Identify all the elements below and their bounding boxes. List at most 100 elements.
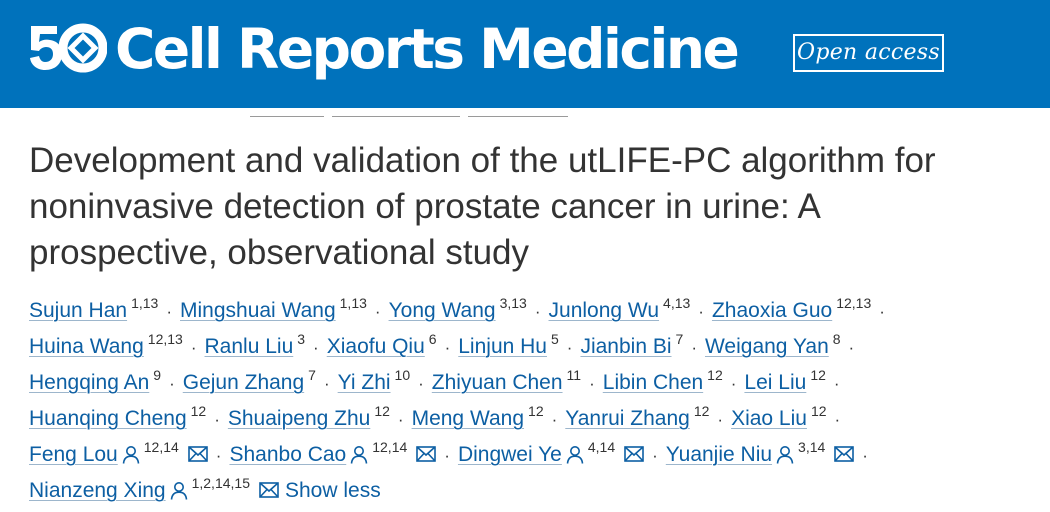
affiliation-superscript[interactable]: 4,14: [587, 439, 616, 455]
journal-title[interactable]: Cell Reports Medicine: [115, 17, 740, 81]
affiliation-superscript[interactable]: 12: [528, 403, 544, 419]
author-link[interactable]: Nianzeng Xing: [29, 479, 166, 502]
author-link[interactable]: Shuaipeng Zhu: [227, 407, 371, 430]
email-icon[interactable]: [416, 438, 437, 462]
corresponding-author-icon: [170, 476, 188, 500]
author-separator: ·: [589, 374, 595, 393]
author-link[interactable]: Huanqing Cheng: [29, 407, 187, 430]
author-separator: ·: [323, 374, 330, 393]
email-icon[interactable]: [259, 474, 279, 498]
author-line: Feng Lou 12,14 · Shanbo Cao 12,14 · Dingwei Ye…: [29, 429, 1044, 466]
affiliation-superscript[interactable]: 11: [566, 367, 582, 383]
author-separator: ·: [169, 374, 175, 393]
author-link[interactable]: Ranlu Liu: [204, 335, 294, 358]
author-line: Huina Wang 12,13 · Ranlu Liu 3 · Xiaofu Qiu 6 · L…: [29, 321, 1044, 358]
author-separator: ·: [397, 410, 404, 429]
author-link[interactable]: Jianbin Bi: [580, 335, 672, 358]
author-link[interactable]: Shanbo Cao: [229, 443, 347, 466]
author-line: Huanqing Cheng 12 · Shuaipeng Zhu 12 · Meng Wa…: [29, 393, 1044, 430]
author-line: Hengqing An 9 · Gejun Zhang 7 · Yi Zhi 10 · Zhiyu…: [29, 357, 1044, 394]
author-list: Sujun Han 1,13 · Mingshuai Wang 1,13 · Yong Wa…: [29, 285, 1044, 502]
author-separator: ·: [444, 338, 451, 357]
author-separator: ·: [214, 410, 220, 429]
corresponding-author-icon: [122, 440, 140, 464]
author-separator: ·: [190, 338, 197, 357]
author-link[interactable]: Libin Chen: [602, 371, 704, 394]
author-separator: ·: [848, 338, 855, 357]
author-link[interactable]: Dingwei Ye: [457, 443, 562, 466]
email-icon[interactable]: [624, 438, 644, 462]
article-title-line: prospective, observational study: [29, 233, 529, 272]
author-link[interactable]: Yuanjie Niu: [665, 443, 773, 466]
affiliation-superscript[interactable]: 12: [707, 367, 723, 383]
author-link[interactable]: Junlong Wu: [548, 299, 660, 322]
article-title-line: noninvasive detection of prostate cancer…: [29, 187, 821, 226]
author-link[interactable]: Yanrui Zhang: [565, 407, 690, 430]
author-link[interactable]: Xiao Liu: [731, 407, 807, 430]
hidden-breadcrumb-edge: [468, 112, 568, 117]
author-separator: ·: [691, 338, 697, 357]
author-link[interactable]: Zhiyuan Chen: [431, 371, 563, 394]
author-separator: ·: [444, 446, 450, 465]
affiliation-superscript[interactable]: 7: [308, 367, 316, 383]
author-link[interactable]: Mingshuai Wang: [180, 299, 336, 322]
affiliation-superscript[interactable]: 12,13: [836, 295, 872, 311]
affiliation-superscript[interactable]: 3: [297, 331, 306, 347]
affiliation-superscript[interactable]: 12: [693, 403, 710, 419]
affiliation-superscript[interactable]: 12,14: [372, 439, 408, 455]
author-link[interactable]: Huina Wang: [29, 335, 144, 358]
author-separator: ·: [698, 302, 704, 321]
author-link[interactable]: Weigang Yan: [704, 335, 829, 358]
author-separator: ·: [534, 302, 541, 321]
affiliation-superscript[interactable]: 3,14: [798, 439, 826, 455]
article-title: Development and validation of the utLIFE…: [29, 138, 1044, 276]
author-line: Sujun Han 1,13 · Mingshuai Wang 1,13 · Yong Wa…: [29, 285, 1044, 322]
affiliation-superscript[interactable]: 7: [675, 331, 684, 347]
affiliation-superscript[interactable]: 12: [190, 403, 207, 419]
author-link[interactable]: Feng Lou: [29, 443, 118, 466]
author-link[interactable]: Linjun Hu: [458, 335, 547, 358]
open-access-badge: Open access: [793, 34, 944, 72]
author-link[interactable]: Gejun Zhang: [182, 371, 305, 394]
affiliation-superscript[interactable]: 6: [428, 331, 437, 347]
author-link[interactable]: Meng Wang: [411, 407, 525, 430]
affiliation-superscript[interactable]: 1,2,14,15: [191, 475, 250, 491]
author-separator: ·: [551, 410, 558, 429]
hidden-breadcrumb-edge: [250, 112, 324, 117]
show-less-link[interactable]: Show less: [284, 479, 381, 502]
corresponding-author-icon: [776, 440, 794, 464]
corresponding-author-icon: [566, 440, 584, 464]
affiliation-superscript[interactable]: 8: [832, 331, 841, 347]
affiliation-superscript[interactable]: 1,13: [131, 295, 159, 311]
affiliation-superscript[interactable]: 4,13: [663, 295, 691, 311]
affiliation-superscript[interactable]: 12: [810, 403, 827, 419]
email-icon[interactable]: [187, 438, 208, 462]
author-link[interactable]: Zhaoxia Guo: [711, 299, 833, 322]
author-link[interactable]: Lei Liu: [744, 371, 807, 394]
author-separator: ·: [313, 338, 319, 357]
author-separator: ·: [215, 446, 222, 465]
article-title-line: Development and validation of the utLIFE…: [29, 141, 936, 180]
affiliation-superscript[interactable]: 12: [374, 403, 390, 419]
author-link[interactable]: Sujun Han: [29, 299, 128, 322]
author-link[interactable]: Hengqing An: [29, 371, 150, 394]
author-separator: ·: [834, 410, 841, 429]
affiliation-superscript[interactable]: 10: [394, 367, 411, 383]
affiliation-superscript[interactable]: 1,13: [339, 295, 367, 311]
author-link[interactable]: Xiaofu Qiu: [326, 335, 425, 358]
email-icon[interactable]: [834, 438, 855, 462]
author-separator: ·: [730, 374, 737, 393]
author-link[interactable]: Yi Zhi: [337, 371, 391, 394]
author-separator: ·: [566, 338, 573, 357]
corresponding-author-icon: [350, 440, 368, 464]
affiliation-superscript[interactable]: 3,13: [499, 295, 527, 311]
affiliation-superscript[interactable]: 12,14: [143, 439, 179, 455]
affiliation-superscript[interactable]: 9: [153, 367, 162, 383]
author-separator: ·: [862, 446, 868, 465]
affiliation-superscript[interactable]: 12: [810, 367, 826, 383]
author-separator: ·: [652, 446, 658, 465]
author-link[interactable]: Yong Wang: [388, 299, 496, 322]
affiliation-superscript[interactable]: 5: [550, 331, 559, 347]
journal-header: Cell Reports Medicine Open access: [0, 0, 1050, 108]
affiliation-superscript[interactable]: 12,13: [147, 331, 183, 347]
